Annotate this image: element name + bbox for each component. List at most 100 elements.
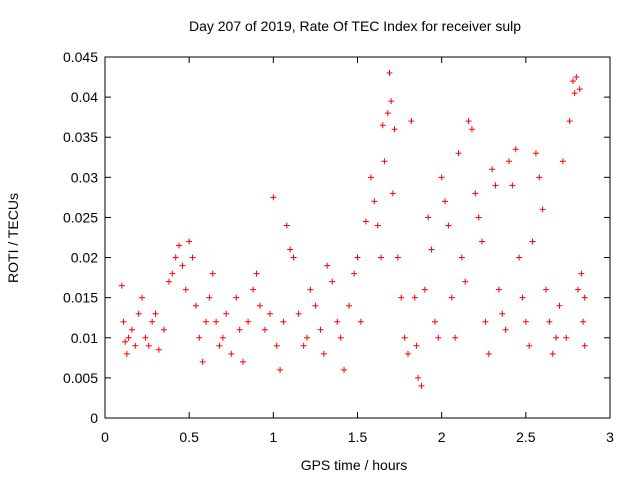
data-point [228,350,235,357]
data-point [415,374,422,381]
data-point [128,326,135,333]
data-point [556,302,563,309]
y-tick-label: 0.035 [63,129,98,145]
data-point [253,270,260,277]
x-tick-label: 0 [101,429,109,445]
data-point [405,350,411,357]
y-tick-label: 0.01 [71,330,98,346]
data-point [341,366,348,373]
data-point [132,342,139,349]
data-point [160,326,167,333]
data-point [468,126,475,133]
data-point [245,318,252,325]
data-point [455,150,462,157]
data-point [233,294,240,301]
data-point [472,190,479,197]
data-point [532,150,539,157]
data-point [389,190,396,197]
y-tick-label: 0.03 [71,169,98,185]
data-point [526,342,533,349]
data-point [566,118,573,125]
data-point [408,118,415,125]
data-point [529,238,536,245]
data-point [465,118,472,125]
data-point [304,334,310,341]
data-point [418,382,425,389]
data-point [536,174,543,181]
data-point [287,246,294,253]
data-point [329,278,336,285]
data-point [307,286,314,293]
data-point [519,294,526,301]
data-point [256,302,263,309]
y-tick-label: 0.02 [71,250,98,266]
data-point [575,286,582,293]
data-point [118,282,125,289]
data-point [334,318,341,325]
x-tick-label: 1.5 [348,429,368,445]
data-point [182,286,189,293]
data-point [317,326,324,333]
data-point [378,254,385,261]
data-point [428,246,435,253]
data-point [123,350,130,357]
data-point [371,198,378,205]
data-point [320,350,327,357]
data-point [421,286,428,293]
data-point [539,206,546,213]
data-point [462,278,469,285]
data-point [413,342,420,349]
x-tick-label: 1 [269,429,277,445]
data-point [152,310,159,317]
data-point [236,326,243,333]
data-point [192,302,199,309]
data-point [213,318,220,325]
data-point [452,334,459,341]
data-point [362,218,369,225]
data-point [283,222,290,229]
x-tick-label: 0.5 [179,429,199,445]
data-point [203,318,209,325]
data-point [435,334,442,341]
data-point [391,126,398,133]
data-point [155,346,162,353]
data-point [559,158,566,165]
x-tick-label: 2 [438,429,446,445]
data-point [438,174,445,181]
data-point [492,182,499,189]
data-point [569,78,576,85]
data-point [431,318,438,325]
data-point [142,334,149,341]
x-tick-label: 3 [606,429,614,445]
data-point [489,166,496,173]
y-axis-label: ROTI / TECUs [5,193,21,283]
data-point [277,366,284,373]
data-point [384,110,391,117]
data-point [172,254,179,261]
data-point [581,342,588,349]
data-point [573,74,580,81]
data-point [270,194,277,201]
data-points-layer [118,70,588,389]
data-point [578,270,585,277]
data-point [120,318,127,325]
data-point [374,222,381,229]
y-tick-label: 0.04 [71,89,98,105]
data-point [300,342,307,349]
data-point [379,122,386,129]
data-point [337,334,344,341]
data-point [312,302,319,309]
y-tick-label: 0.025 [63,209,98,225]
data-point [273,342,280,349]
data-point [351,270,358,277]
data-point [139,294,146,301]
data-point [411,294,418,301]
data-point [261,326,268,333]
data-point [495,286,502,293]
data-point [219,334,226,341]
x-tick-label: 2.5 [516,429,536,445]
data-point [388,98,395,105]
y-tick-label: 0.005 [63,370,98,386]
data-point [401,334,408,341]
